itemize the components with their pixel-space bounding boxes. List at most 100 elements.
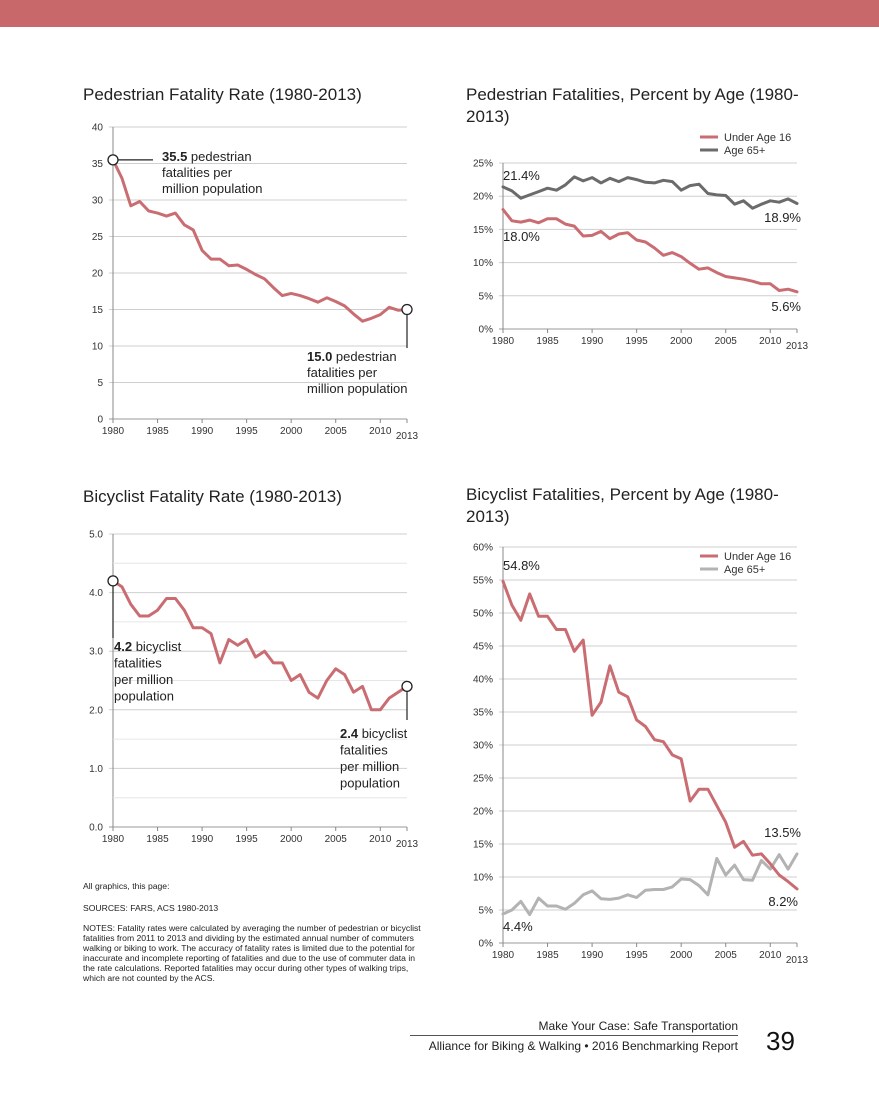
y-tick-label: 5% <box>479 906 494 917</box>
annotation-label-end: 2.4 bicyclist <box>340 726 408 741</box>
legend-label-age65: Age 65+ <box>724 564 765 576</box>
legend-label-under16: Under Age 16 <box>724 551 791 563</box>
x-tick-label: 2005 <box>715 336 738 347</box>
graphics-credit: All graphics, this page: <box>83 881 170 891</box>
y-tick-label: 25% <box>473 159 493 170</box>
x-tick-label: 2000 <box>670 336 693 347</box>
y-tick-label: 25 <box>92 232 104 243</box>
end-label-age65-end: 18.9% <box>764 210 801 225</box>
y-tick-label: 30% <box>473 741 493 752</box>
y-tick-label: 20% <box>473 192 493 203</box>
chart-title-ped-rate: Pedestrian Fatality Rate (1980-2013) <box>83 85 362 104</box>
x-tick-label: 2000 <box>280 834 303 845</box>
endpoint-marker <box>401 680 413 693</box>
footer-section-title: Make Your Case: Safe Transportation <box>538 1019 738 1033</box>
x-tick-label: 1985 <box>146 834 169 845</box>
end-label-age65-end: 13.5% <box>764 825 801 840</box>
x-tick-label: 2005 <box>715 950 738 961</box>
annotation-label-start-line: per million <box>114 672 173 687</box>
y-tick-label: 35 <box>92 159 104 170</box>
series-line-rate <box>111 158 409 323</box>
end-label-age65-start: 21.4% <box>503 168 540 183</box>
y-tick-label: 5 <box>97 378 103 389</box>
annotation-label-start: 35.5 pedestrian <box>162 149 252 164</box>
footer-divider <box>410 1035 738 1036</box>
y-tick-label: 40 <box>92 123 104 134</box>
series-line-age65 <box>501 852 799 917</box>
x-tick-label: 1980 <box>492 950 515 961</box>
annotation-label-start-line: fatalities <box>114 656 162 671</box>
sources-line: SOURCES: FARS, ACS 1980-2013 <box>83 903 219 913</box>
x-tick-label: 2013 <box>396 839 419 850</box>
y-tick-label: 30 <box>92 196 104 207</box>
x-tick-label: 1980 <box>102 426 125 437</box>
y-tick-label: 25% <box>473 774 493 785</box>
chart-title-ped-age: Pedestrian Fatalities, Percent by Age (1… <box>466 85 799 126</box>
x-tick-label: 2005 <box>325 426 348 437</box>
x-tick-label: 1995 <box>236 834 259 845</box>
y-tick-label: 15% <box>473 225 493 236</box>
y-tick-label: 2.0 <box>89 705 103 716</box>
x-tick-label: 1990 <box>191 834 214 845</box>
y-tick-label: 4.0 <box>89 588 103 599</box>
annotation-label-end-line: fatalities per <box>307 365 378 380</box>
notes-text: NOTES: Fatality rates were calculated by… <box>83 923 421 983</box>
end-label-under16-end: 8.2% <box>768 894 798 909</box>
x-tick-label: 2010 <box>759 950 782 961</box>
x-tick-label: 2000 <box>280 426 303 437</box>
series-line-rate <box>111 579 409 712</box>
legend-label-age65: Age 65+ <box>724 145 765 157</box>
y-tick-label: 5% <box>479 291 494 302</box>
x-tick-label: 1990 <box>581 950 604 961</box>
y-tick-label: 45% <box>473 642 493 653</box>
x-tick-label: 1985 <box>536 950 559 961</box>
chart-title-bike-rate: Bicyclist Fatality Rate (1980-2013) <box>83 487 342 506</box>
legend-label-under16: Under Age 16 <box>724 132 791 144</box>
x-tick-label: 1995 <box>236 426 259 437</box>
x-tick-label: 1995 <box>626 336 649 347</box>
annotation-label-start-line: population <box>114 689 174 704</box>
x-tick-label: 1990 <box>191 426 214 437</box>
y-tick-label: 10% <box>473 258 493 269</box>
endpoint-marker <box>107 154 119 166</box>
x-tick-label: 2013 <box>786 955 809 966</box>
y-tick-label: 35% <box>473 708 493 719</box>
x-tick-label: 2010 <box>369 834 392 845</box>
y-tick-label: 55% <box>473 576 493 587</box>
annotation-label-start-line: million population <box>162 181 262 196</box>
footer-report-title: Alliance for Biking & Walking • 2016 Ben… <box>428 1039 738 1053</box>
x-tick-label: 2013 <box>786 341 809 352</box>
x-tick-label: 2005 <box>325 834 348 845</box>
endpoint-marker <box>107 575 119 587</box>
x-tick-label: 1990 <box>581 336 604 347</box>
annotation-label-end-line: million population <box>307 381 407 396</box>
y-tick-label: 20% <box>473 807 493 818</box>
y-tick-label: 15% <box>473 840 493 851</box>
series-line-under16 <box>501 579 799 891</box>
chart-title-bike-age: Bicyclist Fatalities, Percent by Age (19… <box>466 485 779 526</box>
page-number: 39 <box>766 1026 795 1056</box>
annotation-label-start: 4.2 bicyclist <box>114 639 182 654</box>
x-tick-label: 1985 <box>536 336 559 347</box>
endpoint-marker <box>401 303 413 316</box>
x-tick-label: 2010 <box>369 426 392 437</box>
end-label-under16-start: 18.0% <box>503 229 540 244</box>
y-tick-label: 40% <box>473 675 493 686</box>
y-tick-label: 0 <box>97 415 103 426</box>
x-tick-label: 2010 <box>759 336 782 347</box>
x-tick-label: 1980 <box>102 834 125 845</box>
annotation-label-start-line: fatalities per <box>162 165 233 180</box>
y-tick-label: 0.0 <box>89 823 103 834</box>
end-label-under16-start: 54.8% <box>503 558 540 573</box>
series-line-age65 <box>501 175 799 210</box>
y-tick-label: 10% <box>473 873 493 884</box>
annotation-label-end-line: fatalities <box>340 743 388 758</box>
x-tick-label: 1980 <box>492 336 515 347</box>
y-tick-label: 0% <box>479 939 494 950</box>
top-color-bar <box>0 0 879 27</box>
x-tick-label: 1985 <box>146 426 169 437</box>
y-tick-label: 60% <box>473 543 493 554</box>
annotation-label-end: 15.0 pedestrian <box>307 349 397 364</box>
annotation-label-end-line: population <box>340 776 400 791</box>
